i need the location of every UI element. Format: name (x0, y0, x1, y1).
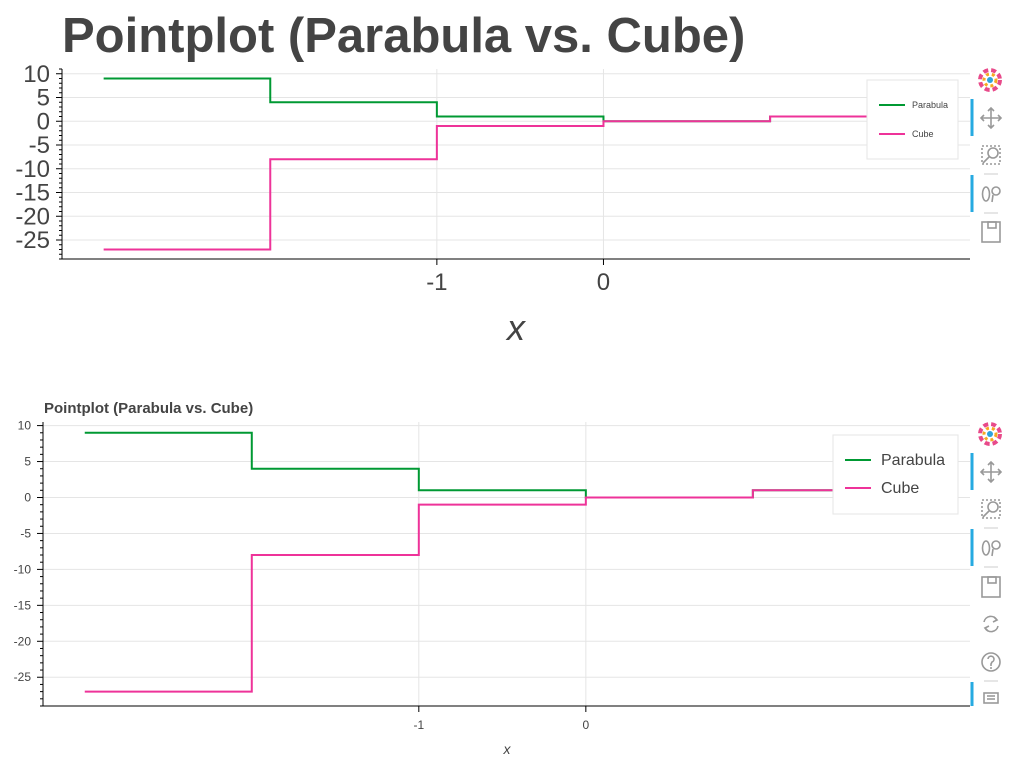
save-icon[interactable] (981, 576, 1001, 598)
legend-label-cube[interactable]: Cube (912, 129, 934, 139)
chart-top: Pointplot (Parabula vs. Cube) 1050-5-10-… (15, 9, 970, 348)
bokeh-logo-icon[interactable] (978, 68, 1002, 92)
series-line-parabula[interactable] (84, 431, 930, 499)
chart-bottom-x-label: x (503, 741, 512, 757)
chart-bottom-grid (43, 422, 970, 706)
toolbar-bottom (970, 422, 1003, 706)
x-tick-label: 0 (597, 269, 610, 296)
reset-icon[interactable] (983, 615, 999, 633)
save-icon[interactable] (981, 221, 1001, 243)
wheel-zoom-icon[interactable] (981, 540, 1001, 557)
box-zoom-icon[interactable] (981, 145, 1001, 165)
y-tick-label: -20 (14, 634, 32, 648)
y-tick-label: -25 (15, 227, 50, 254)
legend-label-parabula[interactable]: Parabula (912, 100, 948, 110)
legend-label-cube[interactable]: Cube (881, 480, 919, 497)
box-zoom-icon[interactable] (981, 499, 1001, 519)
y-tick-label: 0 (24, 490, 31, 504)
chart-top-x-ticks: -1 0 (426, 259, 610, 296)
y-tick-label: 10 (18, 419, 32, 433)
series-line-cube[interactable] (84, 438, 930, 693)
chart-bottom-title: Pointplot (Parabula vs. Cube) (44, 400, 253, 417)
chart-top-x-label: x (505, 307, 527, 348)
chart-bottom-x-ticks: -1 0 (413, 706, 589, 732)
bokeh-logo-icon[interactable] (978, 422, 1002, 446)
chart-bottom: Pointplot (Parabula vs. Cube) 1050-5-10-… (14, 400, 970, 757)
y-tick-label: -10 (15, 156, 50, 183)
pan-icon[interactable] (979, 460, 1003, 484)
y-tick-label: 5 (37, 85, 50, 112)
chart-top-series (103, 77, 938, 251)
chart-bottom-legend[interactable]: Parabula Cube (832, 434, 959, 515)
y-tick-label: -20 (15, 203, 50, 230)
help-icon[interactable] (981, 652, 1001, 672)
y-tick-label: -15 (14, 598, 32, 612)
x-tick-label: -1 (426, 269, 447, 296)
wheel-zoom-icon[interactable] (981, 186, 1001, 203)
chart-top-legend-box (866, 79, 959, 160)
y-tick-label: 10 (23, 61, 50, 88)
chart-top-title: Pointplot (Parabula vs. Cube) (62, 9, 745, 63)
chart-top-grid (62, 69, 970, 259)
hover-icon[interactable] (983, 692, 999, 704)
y-tick-label: -25 (14, 670, 32, 684)
legend-label-parabula[interactable]: Parabula (881, 452, 945, 469)
chart-bottom-legend-box (832, 434, 959, 515)
chart-top-legend[interactable]: Parabula Cube (866, 79, 959, 160)
y-tick-label: -15 (15, 180, 50, 207)
y-tick-label: -5 (29, 132, 50, 159)
chart-bottom-series (84, 431, 930, 693)
y-tick-label: -10 (14, 562, 32, 576)
series-line-cube[interactable] (103, 82, 938, 251)
x-tick-label: -1 (413, 718, 424, 732)
y-tick-label: 0 (37, 108, 50, 135)
series-line-parabula[interactable] (103, 77, 938, 123)
y-tick-label: 5 (24, 455, 31, 469)
pan-icon[interactable] (979, 106, 1003, 130)
toolbar-top (970, 68, 1003, 243)
x-tick-label: 0 (582, 718, 589, 732)
y-tick-label: -5 (20, 526, 31, 540)
chart-bottom-y-ticks: 10 5 0 -5 -10 -15 -20 -25 (14, 419, 43, 707)
